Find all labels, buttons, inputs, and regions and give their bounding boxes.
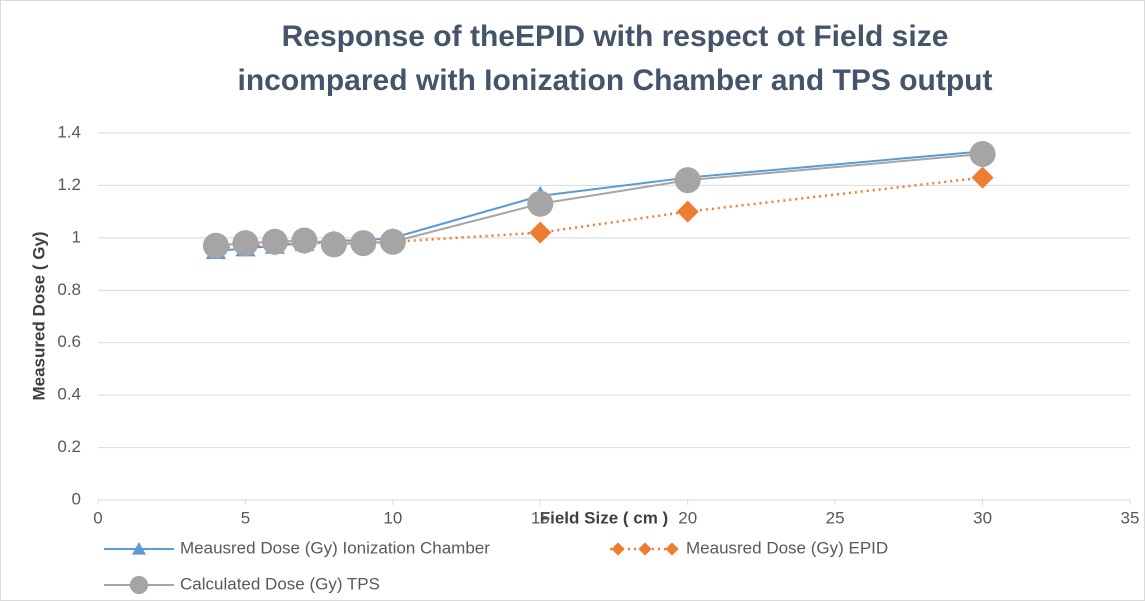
legend-item: Meausred Dose (Gy) Ionization Chamber (104, 538, 490, 557)
marker (379, 228, 406, 255)
legend-label: Meausred Dose (Gy) Ionization Chamber (180, 538, 490, 557)
marker (320, 231, 347, 258)
series-line (215, 150, 983, 252)
x-tick-label: 10 (383, 508, 402, 527)
legend-item: Meausred Dose (Gy) EPID (610, 538, 888, 557)
marker (611, 542, 625, 556)
y-tick-label: 1.4 (57, 122, 81, 141)
marker (291, 227, 318, 254)
marker (202, 232, 229, 259)
marker (350, 230, 377, 257)
y-tick-label: 1 (72, 227, 81, 246)
marker (132, 542, 146, 555)
y-tick-label: 0.4 (57, 385, 81, 404)
marker (527, 190, 554, 217)
marker (529, 221, 552, 244)
y-tick-label: 0.6 (57, 332, 81, 351)
marker (674, 167, 701, 194)
marker (971, 166, 994, 189)
y-tick-label: 0.2 (57, 437, 81, 456)
y-tick-label: 0.8 (57, 280, 81, 299)
marker (676, 200, 699, 223)
marker (232, 230, 259, 257)
x-axis-title: Field Size ( cm ) (540, 508, 668, 527)
marker (969, 140, 996, 167)
y-axis-title: Measured Dose ( Gy) (29, 231, 48, 400)
marker (665, 542, 679, 556)
legend-label: Meausred Dose (Gy) EPID (686, 538, 888, 557)
marker (261, 228, 288, 255)
y-tick-label: 0 (72, 489, 81, 508)
x-tick-label: 20 (678, 508, 697, 527)
x-tick-label: 0 (93, 508, 102, 527)
chart-title: incompared with Ionization Chamber and T… (237, 64, 992, 97)
marker (129, 575, 149, 595)
x-tick-label: 25 (826, 508, 845, 527)
chart-title: Response of theEPID with respect ot Fiel… (282, 20, 949, 53)
x-tick-label: 5 (241, 508, 250, 527)
y-tick-label: 1.2 (57, 175, 81, 194)
series-line (215, 152, 983, 247)
x-tick-label: 30 (973, 508, 992, 527)
x-tick-label: 35 (1121, 508, 1140, 527)
x-tick-label: 15 (531, 508, 550, 527)
legend-item: Calculated Dose (Gy) TPS (104, 574, 380, 595)
legend-label: Calculated Dose (Gy) TPS (180, 574, 380, 593)
